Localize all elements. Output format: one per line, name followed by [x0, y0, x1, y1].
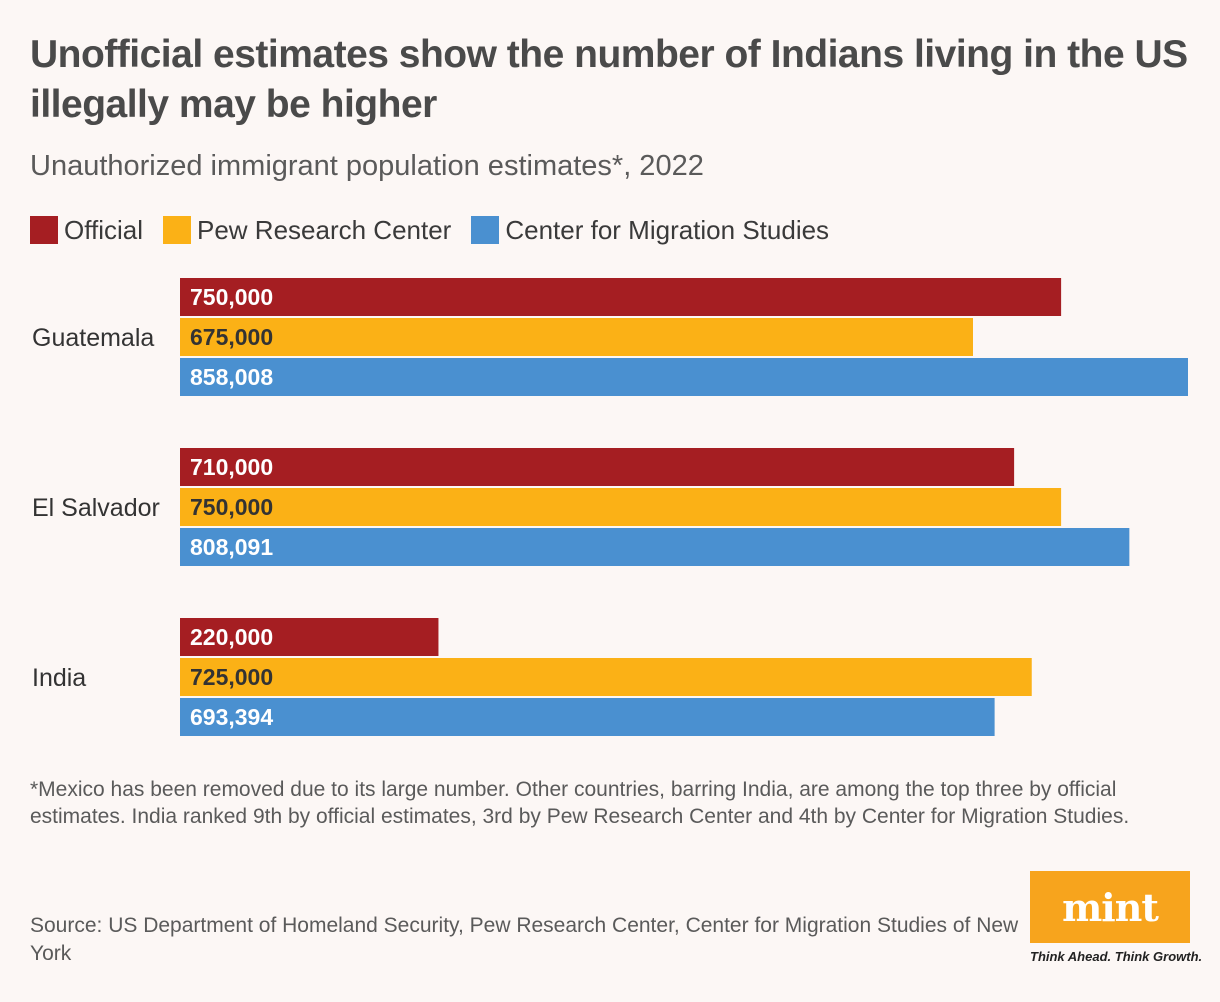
legend: Official Pew Research Center Center for …: [30, 212, 849, 248]
bar-label-el-salvador-official: 710,000: [190, 454, 273, 480]
source-note: Source: US Department of Homeland Securi…: [30, 914, 1019, 965]
category-label-guatemala: Guatemala: [32, 324, 154, 352]
legend-item-cms: Center for Migration Studies: [471, 215, 829, 246]
bar-label-el-salvador-center-for-migration-studies: 808,091: [190, 534, 273, 560]
legend-label-pew: Pew Research Center: [197, 214, 452, 245]
legend-item-pew: Pew Research Center: [163, 215, 451, 246]
legend-label-official: Official: [64, 214, 143, 245]
bar-label-india-pew-research-center: 725,000: [190, 664, 273, 690]
bar-label-guatemala-center-for-migration-studies: 858,008: [190, 364, 273, 390]
bar-label-guatemala-pew-research-center: 675,000: [190, 324, 273, 350]
bar-guatemala-official: [180, 278, 1062, 316]
bar-label-guatemala-official: 750,000: [190, 284, 273, 310]
legend-swatch-cms: [471, 216, 500, 244]
bar-guatemala-pew-research-center: [180, 318, 973, 356]
mint-logo: mint Think Ahead. Think Growth.: [1030, 871, 1203, 964]
mint-logo-box: mint: [1030, 871, 1190, 943]
bar-label-india-center-for-migration-studies: 693,394: [190, 704, 273, 730]
mint-wordmark: mint: [1062, 884, 1159, 930]
bar-el-salvador-official: [180, 448, 1015, 486]
bar-india-pew-research-center: [180, 658, 1032, 696]
bar-el-salvador-center-for-migration-studies: [180, 528, 1130, 566]
legend-item-official: Official: [30, 215, 143, 246]
bar-guatemala-center-for-migration-studies: [180, 358, 1188, 396]
legend-label-cms: Center for Migration Studies: [505, 214, 830, 245]
bar-india-official: [180, 618, 439, 656]
bar-india-center-for-migration-studies: [180, 698, 995, 736]
bar-label-el-salvador-pew-research-center: 750,000: [190, 494, 273, 520]
chart-title: Unofficial estimates show the number of …: [30, 33, 1188, 126]
category-label-el-salvador: El Salvador: [32, 494, 160, 522]
legend-swatch-pew: [163, 216, 191, 244]
footnote: *Mexico has been removed due to its larg…: [30, 778, 1130, 828]
legend-swatch-official: [30, 216, 58, 244]
bar-el-salvador-pew-research-center: [180, 488, 1062, 526]
mint-tagline: Think Ahead. Think Growth.: [1030, 949, 1203, 964]
chart-subtitle: Unauthorized immigrant population estima…: [30, 150, 704, 182]
bar-chart: Guatemala 750,000 675,000 858,008 El Salvado…: [32, 278, 1188, 736]
bar-label-india-official: 220,000: [190, 624, 273, 650]
category-label-india: India: [32, 664, 86, 692]
